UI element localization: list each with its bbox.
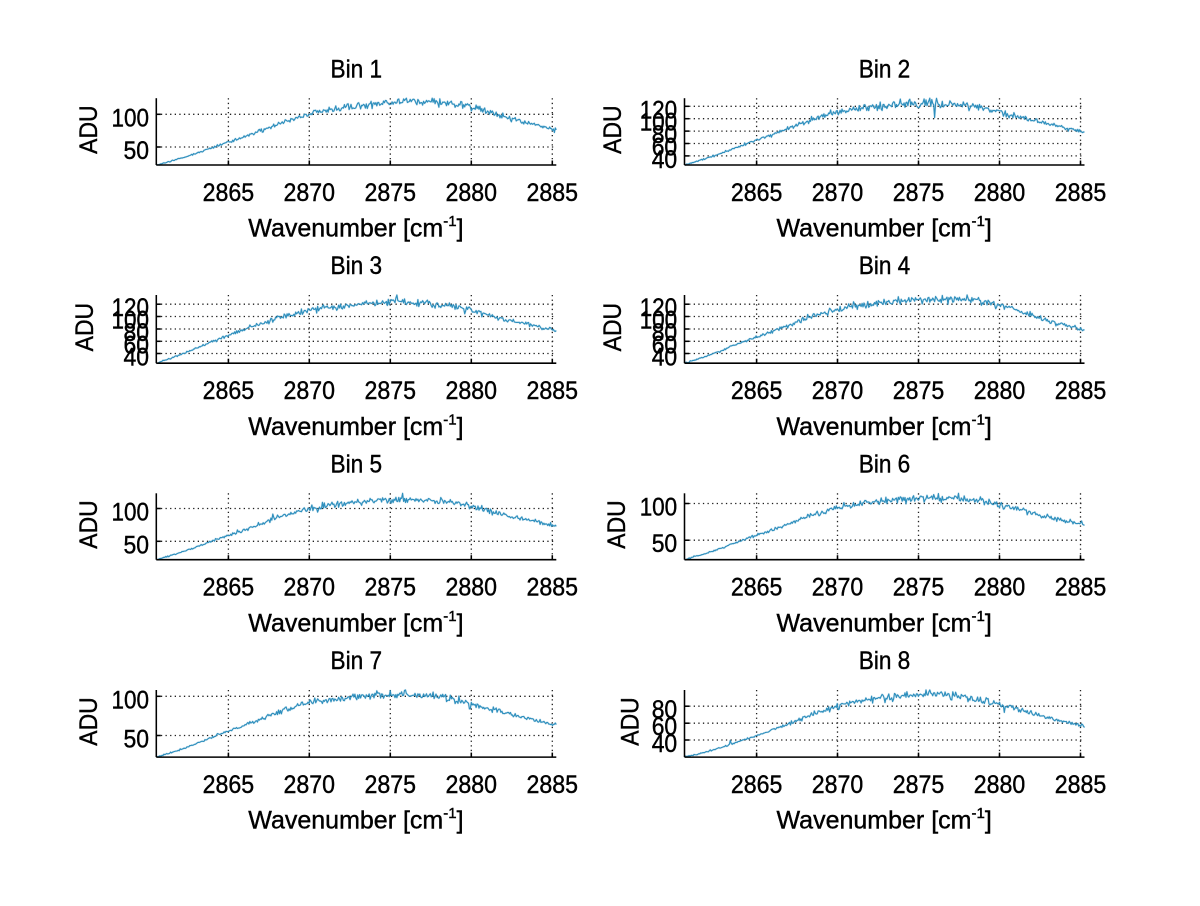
svg-text:2885: 2885 — [527, 771, 579, 799]
svg-text:2870: 2870 — [812, 771, 864, 799]
svg-text:Wavenumber [cm-1]: Wavenumber [cm-1] — [248, 805, 463, 835]
svg-text:2875: 2875 — [365, 179, 417, 207]
svg-text:2880: 2880 — [974, 377, 1026, 405]
svg-text:2880: 2880 — [446, 771, 498, 799]
svg-text:2875: 2875 — [893, 377, 945, 405]
svg-text:60: 60 — [652, 713, 678, 741]
svg-text:100: 100 — [112, 307, 150, 335]
svg-text:2885: 2885 — [1055, 377, 1107, 405]
svg-text:Wavenumber [cm-1]: Wavenumber [cm-1] — [777, 411, 992, 441]
svg-text:100: 100 — [640, 307, 678, 335]
svg-text:2880: 2880 — [446, 179, 498, 207]
svg-text:2885: 2885 — [1055, 574, 1107, 602]
svg-text:2870: 2870 — [812, 574, 864, 602]
svg-text:2885: 2885 — [1055, 179, 1107, 207]
svg-text:Bin 7: Bin 7 — [331, 647, 383, 675]
svg-text:120: 120 — [640, 96, 678, 124]
svg-text:2880: 2880 — [974, 574, 1026, 602]
svg-text:ADU: ADU — [599, 105, 627, 154]
svg-text:40: 40 — [652, 146, 678, 174]
svg-text:2865: 2865 — [731, 377, 783, 405]
svg-text:2880: 2880 — [446, 377, 498, 405]
svg-text:2880: 2880 — [974, 771, 1026, 799]
svg-text:80: 80 — [652, 319, 678, 347]
svg-text:2865: 2865 — [203, 179, 255, 207]
svg-text:60: 60 — [124, 331, 150, 359]
svg-text:Bin 2: Bin 2 — [859, 55, 911, 83]
svg-text:40: 40 — [652, 730, 678, 758]
svg-text:ADU: ADU — [75, 500, 103, 549]
svg-text:2870: 2870 — [812, 179, 864, 207]
svg-text:2875: 2875 — [893, 574, 945, 602]
svg-text:100: 100 — [640, 494, 678, 522]
svg-text:50: 50 — [124, 726, 150, 754]
svg-text:2870: 2870 — [812, 377, 864, 405]
svg-text:100: 100 — [640, 109, 678, 137]
svg-text:Wavenumber [cm-1]: Wavenumber [cm-1] — [777, 608, 992, 638]
svg-text:100: 100 — [112, 104, 150, 132]
svg-text:2865: 2865 — [731, 771, 783, 799]
svg-text:2870: 2870 — [284, 377, 336, 405]
svg-text:2870: 2870 — [284, 574, 336, 602]
svg-text:50: 50 — [652, 530, 678, 558]
svg-text:120: 120 — [640, 294, 678, 322]
svg-text:ADU: ADU — [75, 697, 103, 746]
svg-text:2885: 2885 — [527, 377, 579, 405]
svg-text:2875: 2875 — [365, 771, 417, 799]
svg-text:Wavenumber [cm-1]: Wavenumber [cm-1] — [248, 213, 463, 243]
svg-text:Bin 3: Bin 3 — [331, 252, 383, 280]
svg-text:ADU: ADU — [75, 105, 103, 154]
svg-text:60: 60 — [652, 134, 678, 162]
svg-text:Bin 4: Bin 4 — [859, 252, 911, 280]
svg-text:2875: 2875 — [365, 377, 417, 405]
svg-text:2870: 2870 — [284, 179, 336, 207]
svg-text:2885: 2885 — [527, 574, 579, 602]
svg-text:Wavenumber [cm-1]: Wavenumber [cm-1] — [248, 411, 463, 441]
svg-text:2875: 2875 — [893, 179, 945, 207]
svg-text:40: 40 — [124, 344, 150, 372]
svg-text:Bin 8: Bin 8 — [859, 647, 911, 675]
svg-text:ADU: ADU — [603, 500, 631, 549]
svg-text:2880: 2880 — [974, 179, 1026, 207]
svg-text:80: 80 — [652, 121, 678, 149]
svg-text:Wavenumber [cm-1]: Wavenumber [cm-1] — [777, 805, 992, 835]
svg-text:Bin 5: Bin 5 — [331, 451, 383, 479]
svg-text:ADU: ADU — [617, 697, 645, 746]
svg-text:100: 100 — [112, 499, 150, 527]
svg-text:2865: 2865 — [203, 574, 255, 602]
svg-text:2875: 2875 — [893, 771, 945, 799]
svg-text:2865: 2865 — [731, 179, 783, 207]
svg-text:Bin 1: Bin 1 — [331, 55, 383, 83]
svg-text:2865: 2865 — [203, 377, 255, 405]
svg-text:50: 50 — [124, 531, 150, 559]
svg-text:ADU: ADU — [599, 303, 627, 352]
svg-text:80: 80 — [124, 319, 150, 347]
svg-text:50: 50 — [124, 137, 150, 165]
svg-text:2885: 2885 — [1055, 771, 1107, 799]
svg-text:Wavenumber [cm-1]: Wavenumber [cm-1] — [777, 213, 992, 243]
svg-text:Wavenumber [cm-1]: Wavenumber [cm-1] — [248, 608, 463, 638]
svg-text:80: 80 — [652, 696, 678, 724]
svg-text:ADU: ADU — [71, 303, 99, 352]
svg-text:Bin 6: Bin 6 — [859, 451, 911, 479]
svg-text:100: 100 — [112, 686, 150, 714]
svg-text:2880: 2880 — [446, 574, 498, 602]
svg-text:2865: 2865 — [731, 574, 783, 602]
svg-text:40: 40 — [652, 344, 678, 372]
svg-text:2870: 2870 — [284, 771, 336, 799]
svg-text:120: 120 — [112, 294, 150, 322]
svg-text:2865: 2865 — [203, 771, 255, 799]
svg-text:60: 60 — [652, 331, 678, 359]
svg-text:2875: 2875 — [365, 574, 417, 602]
svg-text:2885: 2885 — [527, 179, 579, 207]
